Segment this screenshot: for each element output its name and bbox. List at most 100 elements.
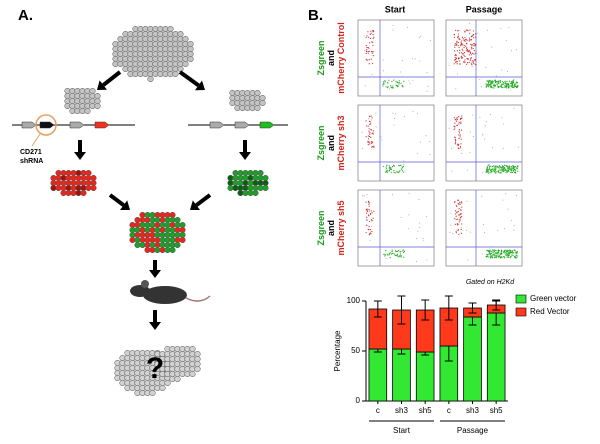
flow-dot (463, 44, 465, 47)
flow-dot (460, 232, 463, 234)
flow-dot (461, 117, 463, 119)
flow-dot (471, 34, 473, 36)
flow-dot (388, 79, 390, 81)
flow-dot (425, 135, 427, 137)
flow-dot (458, 221, 460, 223)
flow-dot (515, 82, 517, 84)
flow-dot (372, 34, 374, 36)
flow-dot (394, 254, 397, 257)
flow-dot (473, 50, 476, 52)
flow-dot (427, 85, 429, 87)
flow-dot (496, 254, 498, 256)
flow-dot (493, 88, 495, 90)
flow-dot (470, 231, 472, 233)
flow-dot (383, 83, 385, 85)
flow-dot (393, 124, 395, 126)
flow-dot (400, 82, 402, 84)
flow-dot (366, 35, 368, 37)
flow-dot (494, 84, 496, 86)
flow-dot (512, 80, 514, 82)
flow-dot (515, 170, 517, 172)
flow-dot (491, 87, 493, 89)
flow-dot (508, 87, 510, 89)
flow-dot (395, 172, 397, 174)
flow-dot (457, 33, 460, 35)
row-label-part: and (326, 135, 336, 151)
flow-dot (470, 43, 472, 45)
flow-dot (372, 51, 374, 53)
flow-dot (511, 80, 513, 82)
flow-plot (445, 104, 523, 182)
arrow-head (149, 270, 161, 278)
flow-dot (361, 131, 363, 133)
flow-dot (473, 45, 475, 47)
flow-dot (369, 212, 372, 215)
flow-dot (509, 89, 511, 91)
flow-dot (496, 170, 498, 173)
flow-dot (486, 166, 489, 168)
flow-dot (392, 24, 394, 26)
flow-dot (496, 165, 498, 168)
flow-dot (460, 122, 462, 125)
flow-dot (454, 50, 456, 52)
error-bar (444, 295, 453, 321)
flow-dot (457, 35, 459, 37)
flow-dot (454, 53, 457, 56)
flow-dot (507, 256, 509, 258)
flow-dot (497, 82, 499, 84)
flow-dot (391, 87, 393, 89)
flow-dot (460, 56, 462, 58)
flow-dot (384, 81, 386, 83)
arrow-head (97, 80, 107, 90)
flow-dot (417, 230, 419, 232)
flow-dot (386, 164, 388, 166)
flow-dot (368, 205, 370, 207)
flow-dot (500, 250, 503, 253)
flow-dot (507, 83, 509, 85)
row-label-part: Zsgreen (316, 210, 326, 245)
flow-dot (506, 171, 509, 173)
flow-dot (369, 143, 371, 145)
flow-dot (371, 119, 373, 121)
flow-dot (458, 116, 460, 118)
flow-dot (391, 249, 393, 251)
flow-dot (455, 60, 457, 62)
flow-dot (366, 49, 368, 51)
flow-dot (482, 134, 484, 136)
cell (194, 365, 201, 373)
flow-dot (399, 251, 401, 253)
flow-dot (515, 83, 517, 85)
legend-label: Red Vector (530, 307, 570, 316)
flow-dot (454, 122, 456, 124)
flow-dot (460, 209, 462, 211)
flow-dot (491, 257, 494, 259)
flow-dot (366, 210, 368, 213)
flow-dot (428, 246, 430, 248)
flow-dot (511, 50, 513, 52)
flow-dot (501, 166, 504, 168)
flow-dot (493, 249, 495, 251)
flow-dot (366, 218, 368, 220)
flow-dot (373, 146, 375, 148)
legend-swatch (515, 294, 527, 304)
flow-dot (507, 250, 509, 252)
flow-dot (511, 86, 513, 88)
flow-dot (492, 167, 494, 169)
flow-dot (399, 165, 401, 167)
flow-dot (459, 219, 461, 221)
flow-dot (454, 58, 457, 61)
flow-dot (429, 40, 431, 42)
flow-dot (466, 47, 468, 49)
flow-dot (499, 79, 501, 82)
flow-dot (382, 59, 384, 61)
flow-arrow (102, 70, 122, 87)
flow-dot (367, 135, 369, 137)
flow-dot (402, 165, 404, 168)
flow-dot (507, 167, 509, 169)
flow-dot (498, 83, 500, 85)
flow-dot (458, 47, 460, 49)
flow-dot (506, 256, 508, 258)
flow-dot (454, 55, 456, 57)
flow-dot (401, 170, 403, 172)
flow-dot (368, 63, 370, 65)
